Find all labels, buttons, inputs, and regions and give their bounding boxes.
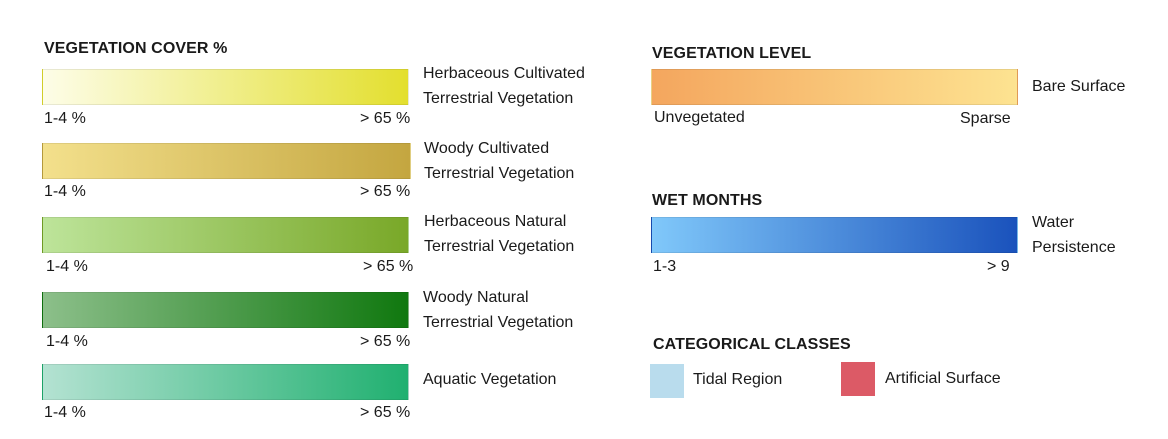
legend-bar-bare-surface — [651, 69, 1018, 105]
legend-label-artificial-surface: Artificial Surface — [885, 370, 1001, 387]
legend-label-tidal-region: Tidal Region — [693, 371, 783, 388]
legend-max-aquatic-vegetation: > 65 % — [360, 404, 411, 421]
legend-label-woody-natural-line2: Terrestrial Vegetation — [423, 314, 574, 331]
legend-bar-herbaceous-natural — [42, 217, 409, 253]
legend-min-unvegetated: Unvegetated — [654, 109, 745, 126]
legend-label-woody-cultivated-line1: Woody Cultivated — [424, 140, 550, 157]
wet-months-heading: WET MONTHS — [652, 192, 763, 209]
legend-label-water-line2: Persistence — [1032, 239, 1116, 256]
legend-min-aquatic-vegetation: 1-4 % — [44, 404, 86, 421]
vegetation-level-heading: VEGETATION LEVEL — [652, 45, 812, 62]
legend-label-herbaceous-natural-line2: Terrestrial Vegetation — [424, 238, 575, 255]
legend-label-herbaceous-cultivated-line2: Terrestrial Vegetation — [423, 90, 574, 107]
legend-max-woody-natural: > 65 % — [360, 333, 411, 350]
legend-label-herbaceous-cultivated-line1: Herbaceous Cultivated — [423, 65, 585, 82]
legend-label-herbaceous-natural-line1: Herbaceous Natural — [424, 213, 567, 230]
legend-max-herbaceous-natural: > 65 % — [363, 258, 414, 275]
legend-max-sparse: Sparse — [960, 110, 1011, 127]
swatch-tidal-region — [650, 364, 684, 398]
legend-label-bare-surface: Bare Surface — [1032, 78, 1126, 95]
legend-min-woody-natural: 1-4 % — [46, 333, 88, 350]
legend-label-aquatic-vegetation: Aquatic Vegetation — [423, 371, 557, 388]
legend-min-herbaceous-natural: 1-4 % — [46, 258, 88, 275]
legend-min-herbaceous-cultivated: 1-4 % — [44, 110, 86, 127]
legend-min-wet-months: 1-3 — [653, 258, 677, 275]
legend-bar-woody-natural — [42, 292, 409, 328]
legend-label-woody-natural-line1: Woody Natural — [423, 289, 529, 306]
legend-max-wet-months: > 9 — [987, 258, 1010, 275]
legend-label-woody-cultivated-line2: Terrestrial Vegetation — [424, 165, 575, 182]
legend-bar-herbaceous-cultivated — [42, 69, 409, 105]
legend-bar-aquatic-vegetation — [42, 364, 409, 400]
legend-bar-water-persistence — [651, 217, 1018, 253]
legend-bar-woody-cultivated — [42, 143, 411, 179]
vegetation-cover-heading: VEGETATION COVER % — [44, 40, 228, 57]
legend-min-woody-cultivated: 1-4 % — [44, 183, 86, 200]
legend-max-woody-cultivated: > 65 % — [360, 183, 411, 200]
legend-label-water-line1: Water — [1032, 214, 1075, 231]
legend-max-herbaceous-cultivated: > 65 % — [360, 110, 411, 127]
swatch-artificial-surface — [841, 362, 875, 396]
categorical-classes-heading: CATEGORICAL CLASSES — [653, 336, 851, 353]
